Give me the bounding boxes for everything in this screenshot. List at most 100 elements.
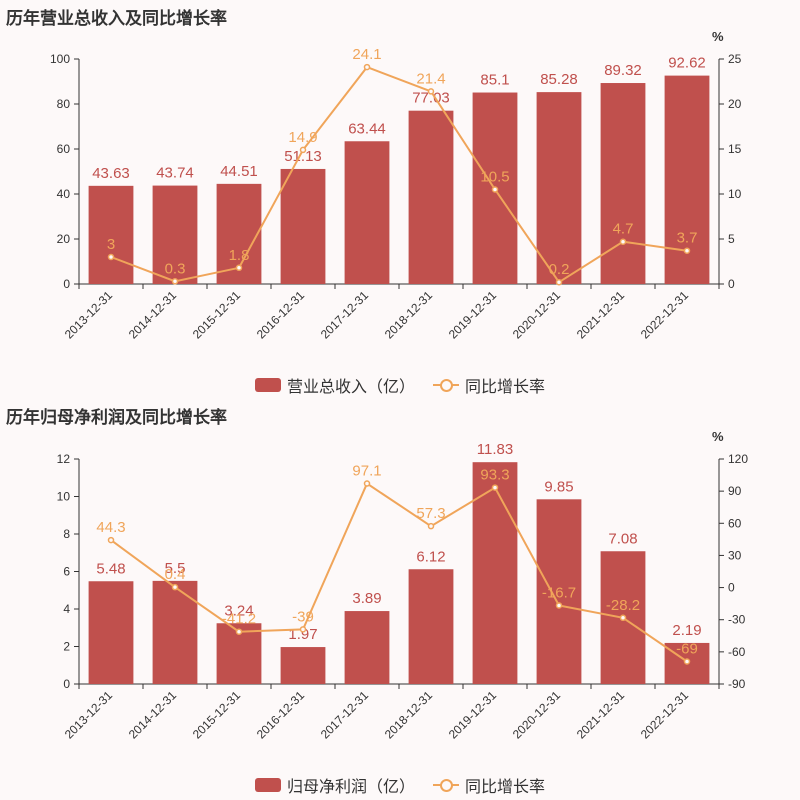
growth-rate-label: 14.9: [288, 129, 317, 146]
legend-label-growth-1: 同比增长率: [465, 379, 546, 396]
chart-1-canvas: 0 20 40 60 80 100 0 5 10 15 20 25% 2013-12-31 2014-12…: [50, 29, 742, 342]
growth-rate-label: -39: [292, 608, 314, 625]
bar: [88, 581, 134, 684]
growth-rate-point: [683, 247, 691, 254]
x-tick-label: 2016-12-31: [254, 688, 308, 742]
x-tick-label: 2014-12-31: [126, 288, 180, 342]
growth-rate-point: [107, 536, 115, 544]
y-right-tick-label: 30: [728, 548, 742, 562]
growth-rate-point: [491, 186, 499, 193]
bar-value-label: 3.24: [224, 602, 253, 619]
legend-item-revenue[interactable]: 营业总收入（亿）: [254, 373, 415, 397]
bar-value-label: 77.03: [412, 90, 450, 107]
bar-value-label: 85.28: [540, 71, 578, 88]
bar: [280, 647, 326, 684]
growth-rate-label: 4.7: [613, 221, 634, 238]
y-right-unit: %: [712, 429, 724, 444]
bar: [536, 92, 582, 285]
growth-rate-point: [171, 278, 179, 285]
legend-item-net-profit[interactable]: 归母净利润（亿）: [254, 773, 415, 797]
legend-label-revenue: 营业总收入（亿）: [286, 379, 415, 396]
x-tick-label: 2013-12-31: [62, 688, 116, 742]
y-left-tick-label: 2: [63, 640, 70, 654]
y-left-tick-label: 12: [57, 452, 71, 466]
chart-1-legend: 营业总收入（亿） 同比增长率: [0, 373, 800, 397]
bar: [344, 611, 390, 684]
x-tick-label: 2016-12-31: [254, 288, 308, 342]
growth-rate-label: 97.1: [352, 463, 381, 480]
growth-rate-label: -28.2: [606, 597, 640, 614]
y-left-tick-label: 60: [57, 142, 71, 156]
y-left-tick-label: 8: [63, 527, 70, 541]
bar-value-label: 92.62: [668, 55, 706, 72]
x-tick-label: 2017-12-31: [318, 288, 372, 342]
bar: [408, 569, 454, 684]
y-right-tick-label: 20: [728, 97, 742, 111]
bar: [600, 83, 646, 284]
bar-value-label: 9.85: [544, 478, 573, 495]
growth-rate-point: [427, 88, 435, 95]
growth-rate-label: -16.7: [542, 584, 576, 601]
legend-label-growth-2: 同比增长率: [465, 779, 546, 796]
growth-rate-label: 93.3: [480, 467, 509, 484]
growth-rate-point: [619, 614, 627, 622]
y-left-tick-label: 10: [57, 490, 71, 504]
growth-rate-label: 0.4: [165, 566, 186, 583]
y-left-tick-label: 20: [57, 232, 71, 246]
bar-value-label: 5.48: [96, 560, 125, 577]
bar-value-label: 89.32: [604, 62, 642, 79]
growth-rate-point: [555, 602, 563, 609]
y-left-tick-label: 0: [63, 277, 70, 291]
legend-line-swatch: [433, 778, 459, 792]
y-left-tick-label: 40: [57, 187, 71, 201]
bar: [472, 462, 518, 684]
growth-rate-label: -41.2: [222, 611, 256, 628]
growth-rate-label: -69: [676, 641, 698, 658]
growth-rate-label: 57.3: [416, 505, 445, 522]
bar-value-label: 11.83: [477, 441, 513, 458]
y-left-tick-label: 80: [57, 97, 71, 111]
bar-value-label: 2.19: [672, 622, 701, 639]
growth-rate-point: [683, 658, 691, 665]
x-tick-label: 2022-12-31: [638, 688, 692, 742]
growth-rate-line: [110, 65, 688, 284]
x-tick-label: 2019-12-31: [446, 688, 500, 742]
y-right-tick-label: 0: [728, 277, 735, 291]
growth-rate-point: [299, 146, 307, 154]
bar-value-label: 85.1: [480, 72, 509, 89]
growth-rate-label: 24.1: [352, 46, 381, 63]
y-left-tick-label: 6: [63, 565, 70, 579]
bar: [152, 185, 198, 284]
legend-label-net-profit: 归母净利润（亿）: [286, 779, 415, 796]
bar-value-label: 6.12: [416, 548, 445, 565]
growth-rate-label: 0.3: [165, 260, 186, 277]
y-right-tick-label: 0: [728, 581, 735, 595]
legend-item-growth-2[interactable]: 同比增长率: [433, 773, 545, 797]
growth-rate-point: [363, 480, 371, 487]
x-tick-label: 2015-12-31: [190, 688, 244, 742]
growth-rate-point: [363, 63, 371, 71]
bar-value-label: 63.44: [348, 120, 386, 137]
growth-rate-point: [299, 626, 307, 633]
growth-rate-point: [427, 522, 435, 530]
growth-rate-label: 10.5: [480, 169, 509, 186]
bar: [344, 141, 390, 284]
y-right-unit: %: [712, 29, 724, 44]
legend-bar-swatch: [254, 778, 281, 792]
bar-value-label: 5.5: [165, 560, 186, 577]
y-right-tick-label: -30: [728, 613, 746, 627]
y-right-tick-label: 5: [728, 232, 735, 246]
y-left-tick-label: 100: [50, 52, 70, 66]
growth-rate-label: 0.2: [549, 261, 570, 278]
x-tick-label: 2015-12-31: [190, 288, 244, 342]
growth-rate-point: [491, 484, 499, 491]
legend-item-growth-1[interactable]: 同比增长率: [433, 373, 545, 397]
growth-rate-label: 21.4: [416, 70, 445, 87]
growth-rate-point: [235, 264, 243, 272]
x-tick-label: 2021-12-31: [574, 288, 628, 342]
y-right-tick-label: 25: [728, 52, 742, 66]
x-tick-label: 2020-12-31: [510, 288, 564, 342]
x-tick-label: 2018-12-31: [382, 688, 436, 742]
bar-value-label: 51.13: [284, 148, 322, 165]
growth-rate-point: [619, 238, 627, 245]
